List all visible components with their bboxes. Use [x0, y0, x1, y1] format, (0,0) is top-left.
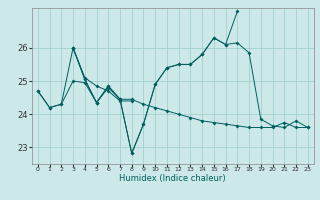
X-axis label: Humidex (Indice chaleur): Humidex (Indice chaleur) [119, 174, 226, 183]
